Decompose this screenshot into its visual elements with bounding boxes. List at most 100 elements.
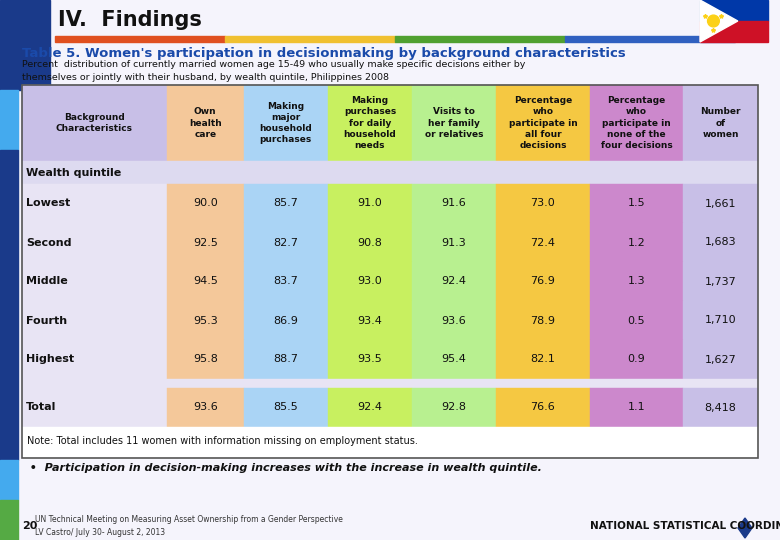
Bar <box>22 85 167 161</box>
Text: 88.7: 88.7 <box>273 354 298 364</box>
Text: Highest: Highest <box>26 354 74 364</box>
Bar <box>683 301 758 340</box>
Bar <box>167 301 243 340</box>
Polygon shape <box>700 0 738 42</box>
Text: 91.3: 91.3 <box>441 238 466 247</box>
Text: UN Technical Meeting on Measuring Asset Ownership from a Gender Perspective
LV C: UN Technical Meeting on Measuring Asset … <box>35 515 343 537</box>
Bar <box>22 340 167 379</box>
Text: 93.0: 93.0 <box>357 276 382 287</box>
Bar <box>22 184 167 223</box>
Text: IV.  Findings: IV. Findings <box>58 10 202 30</box>
Bar <box>243 340 328 379</box>
Bar <box>496 262 590 301</box>
Bar <box>55 36 225 42</box>
Bar <box>683 184 758 223</box>
Text: 93.6: 93.6 <box>441 315 466 326</box>
Bar <box>167 262 243 301</box>
Polygon shape <box>738 518 752 538</box>
Text: 20: 20 <box>22 521 37 531</box>
Text: 76.6: 76.6 <box>530 402 555 413</box>
Bar <box>590 262 683 301</box>
Text: 91.0: 91.0 <box>357 199 382 208</box>
Circle shape <box>707 15 719 27</box>
Bar <box>22 85 758 458</box>
Text: Number
of
women: Number of women <box>700 107 741 139</box>
Text: Lowest: Lowest <box>26 199 70 208</box>
Text: 86.9: 86.9 <box>273 315 298 326</box>
Bar <box>412 301 496 340</box>
Bar <box>683 340 758 379</box>
Bar <box>167 223 243 262</box>
Bar <box>243 223 328 262</box>
Text: 1,661: 1,661 <box>705 199 736 208</box>
Bar <box>700 0 768 42</box>
Text: 1.2: 1.2 <box>628 238 645 247</box>
Text: 85.7: 85.7 <box>273 199 298 208</box>
Bar <box>496 301 590 340</box>
Text: Fourth: Fourth <box>26 315 67 326</box>
Text: •  Participation in decision-making increases with the increase in wealth quinti: • Participation in decision-making incre… <box>22 463 542 473</box>
Bar <box>22 223 167 262</box>
Text: 90.8: 90.8 <box>357 238 382 247</box>
Text: 95.8: 95.8 <box>193 354 218 364</box>
Text: Percent  distribution of currently married women age 15-49 who usually make spec: Percent distribution of currently marrie… <box>22 60 526 82</box>
Bar <box>167 340 243 379</box>
Bar <box>412 223 496 262</box>
Bar <box>683 85 758 161</box>
Bar <box>496 388 590 427</box>
Bar <box>412 85 496 161</box>
Bar <box>328 262 412 301</box>
Bar <box>167 388 243 427</box>
Text: 92.5: 92.5 <box>193 238 218 247</box>
Bar <box>590 340 683 379</box>
Bar <box>243 85 328 161</box>
Bar <box>328 85 412 161</box>
Bar <box>328 184 412 223</box>
Text: 93.4: 93.4 <box>357 315 382 326</box>
Bar <box>700 0 768 21</box>
Text: 92.4: 92.4 <box>357 402 382 413</box>
Text: 95.3: 95.3 <box>193 315 218 326</box>
Bar <box>22 301 167 340</box>
Text: Total: Total <box>26 402 56 413</box>
Bar <box>496 223 590 262</box>
Text: 95.4: 95.4 <box>441 354 466 364</box>
Text: 90.0: 90.0 <box>193 199 218 208</box>
Bar <box>700 21 768 42</box>
Text: NATIONAL STATISTICAL COORDINATION BOARD: NATIONAL STATISTICAL COORDINATION BOARD <box>590 521 780 531</box>
Text: 92.4: 92.4 <box>441 276 466 287</box>
Bar <box>412 340 496 379</box>
Bar <box>683 388 758 427</box>
Bar <box>328 388 412 427</box>
Text: 1.5: 1.5 <box>628 199 645 208</box>
Text: 73.0: 73.0 <box>530 199 555 208</box>
Bar <box>243 388 328 427</box>
Bar <box>328 301 412 340</box>
Bar <box>496 85 590 161</box>
Bar <box>590 184 683 223</box>
Bar <box>395 36 565 42</box>
Bar <box>243 184 328 223</box>
Bar <box>22 388 167 427</box>
Text: 76.9: 76.9 <box>530 276 555 287</box>
Bar <box>22 262 167 301</box>
Bar <box>0 150 18 460</box>
Bar <box>0 90 18 150</box>
Text: 82.7: 82.7 <box>273 238 298 247</box>
Bar <box>22 85 758 458</box>
Text: Own
health
care: Own health care <box>189 107 222 139</box>
Bar <box>496 184 590 223</box>
Text: Background
Characteristics: Background Characteristics <box>56 113 133 133</box>
Text: 0.5: 0.5 <box>628 315 645 326</box>
Text: 93.5: 93.5 <box>357 354 382 364</box>
Bar <box>328 340 412 379</box>
Text: 1.1: 1.1 <box>628 402 645 413</box>
Bar <box>590 85 683 161</box>
Text: 94.5: 94.5 <box>193 276 218 287</box>
Text: Making
major
household
purchases: Making major household purchases <box>260 102 312 144</box>
Text: Table 5. Women's participation in decisionmaking by background characteristics: Table 5. Women's participation in decisi… <box>22 46 626 59</box>
Bar <box>496 340 590 379</box>
Bar <box>590 301 683 340</box>
Bar <box>412 388 496 427</box>
Bar <box>683 223 758 262</box>
